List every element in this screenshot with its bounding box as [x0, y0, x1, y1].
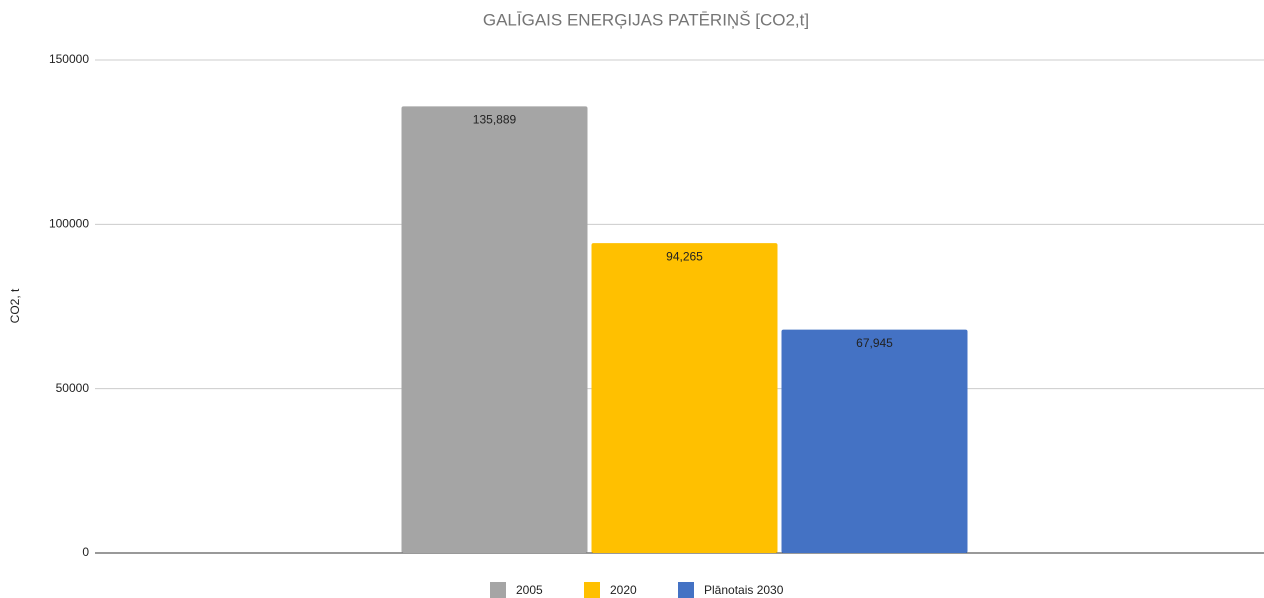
data-label: 135,889 — [473, 113, 517, 127]
y-axis-label: CO2, t — [8, 288, 22, 323]
bar — [591, 243, 778, 553]
legend-swatch — [584, 582, 600, 598]
data-label: 67,945 — [856, 336, 893, 350]
legend-label: 2020 — [610, 583, 637, 597]
legend-label: 2005 — [516, 583, 543, 597]
data-label: 94,265 — [666, 249, 703, 263]
y-tick-label: 100000 — [49, 217, 89, 231]
y-tick-label: 50000 — [56, 381, 90, 395]
y-tick-label: 150000 — [49, 52, 89, 66]
chart-title: GALĪGAIS ENERĢIJAS PATĒRIŅŠ [CO2,t] — [483, 10, 809, 29]
legend-swatch — [678, 582, 694, 598]
bar — [401, 106, 588, 554]
legend-label: Plānotais 2030 — [704, 583, 784, 597]
bar — [781, 329, 968, 553]
y-tick-label: 0 — [82, 545, 89, 559]
legend-swatch — [490, 582, 506, 598]
